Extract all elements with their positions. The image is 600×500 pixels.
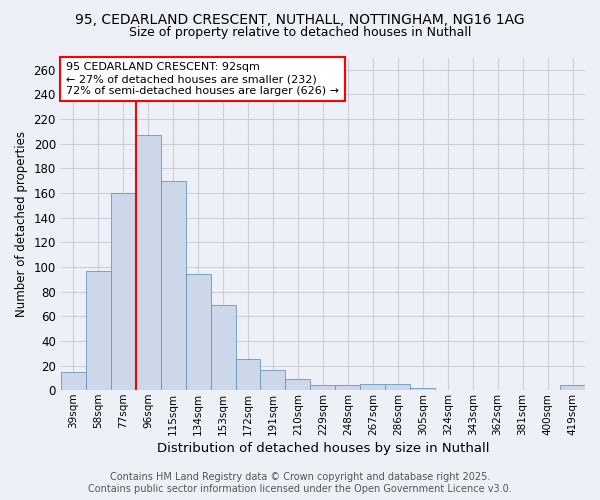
Bar [61, 372, 86, 390]
Text: 95, CEDARLAND CRESCENT, NUTHALL, NOTTINGHAM, NG16 1AG: 95, CEDARLAND CRESCENT, NUTHALL, NOTTING… [75, 12, 525, 26]
Bar [111, 193, 136, 390]
Text: Size of property relative to detached houses in Nuthall: Size of property relative to detached ho… [129, 26, 471, 39]
Bar [260, 370, 286, 390]
Bar [236, 360, 260, 390]
Bar [136, 135, 161, 390]
X-axis label: Distribution of detached houses by size in Nuthall: Distribution of detached houses by size … [157, 442, 489, 455]
Bar [161, 180, 185, 390]
Text: Contains HM Land Registry data © Crown copyright and database right 2025.
Contai: Contains HM Land Registry data © Crown c… [88, 472, 512, 494]
Text: 95 CEDARLAND CRESCENT: 92sqm
← 27% of detached houses are smaller (232)
72% of s: 95 CEDARLAND CRESCENT: 92sqm ← 27% of de… [66, 62, 339, 96]
Bar [211, 305, 236, 390]
Y-axis label: Number of detached properties: Number of detached properties [15, 131, 28, 317]
Bar [310, 385, 335, 390]
Bar [361, 384, 385, 390]
Bar [560, 385, 585, 390]
Bar [86, 270, 111, 390]
Bar [385, 384, 410, 390]
Bar [185, 274, 211, 390]
Bar [286, 379, 310, 390]
Bar [335, 385, 361, 390]
Bar [410, 388, 435, 390]
